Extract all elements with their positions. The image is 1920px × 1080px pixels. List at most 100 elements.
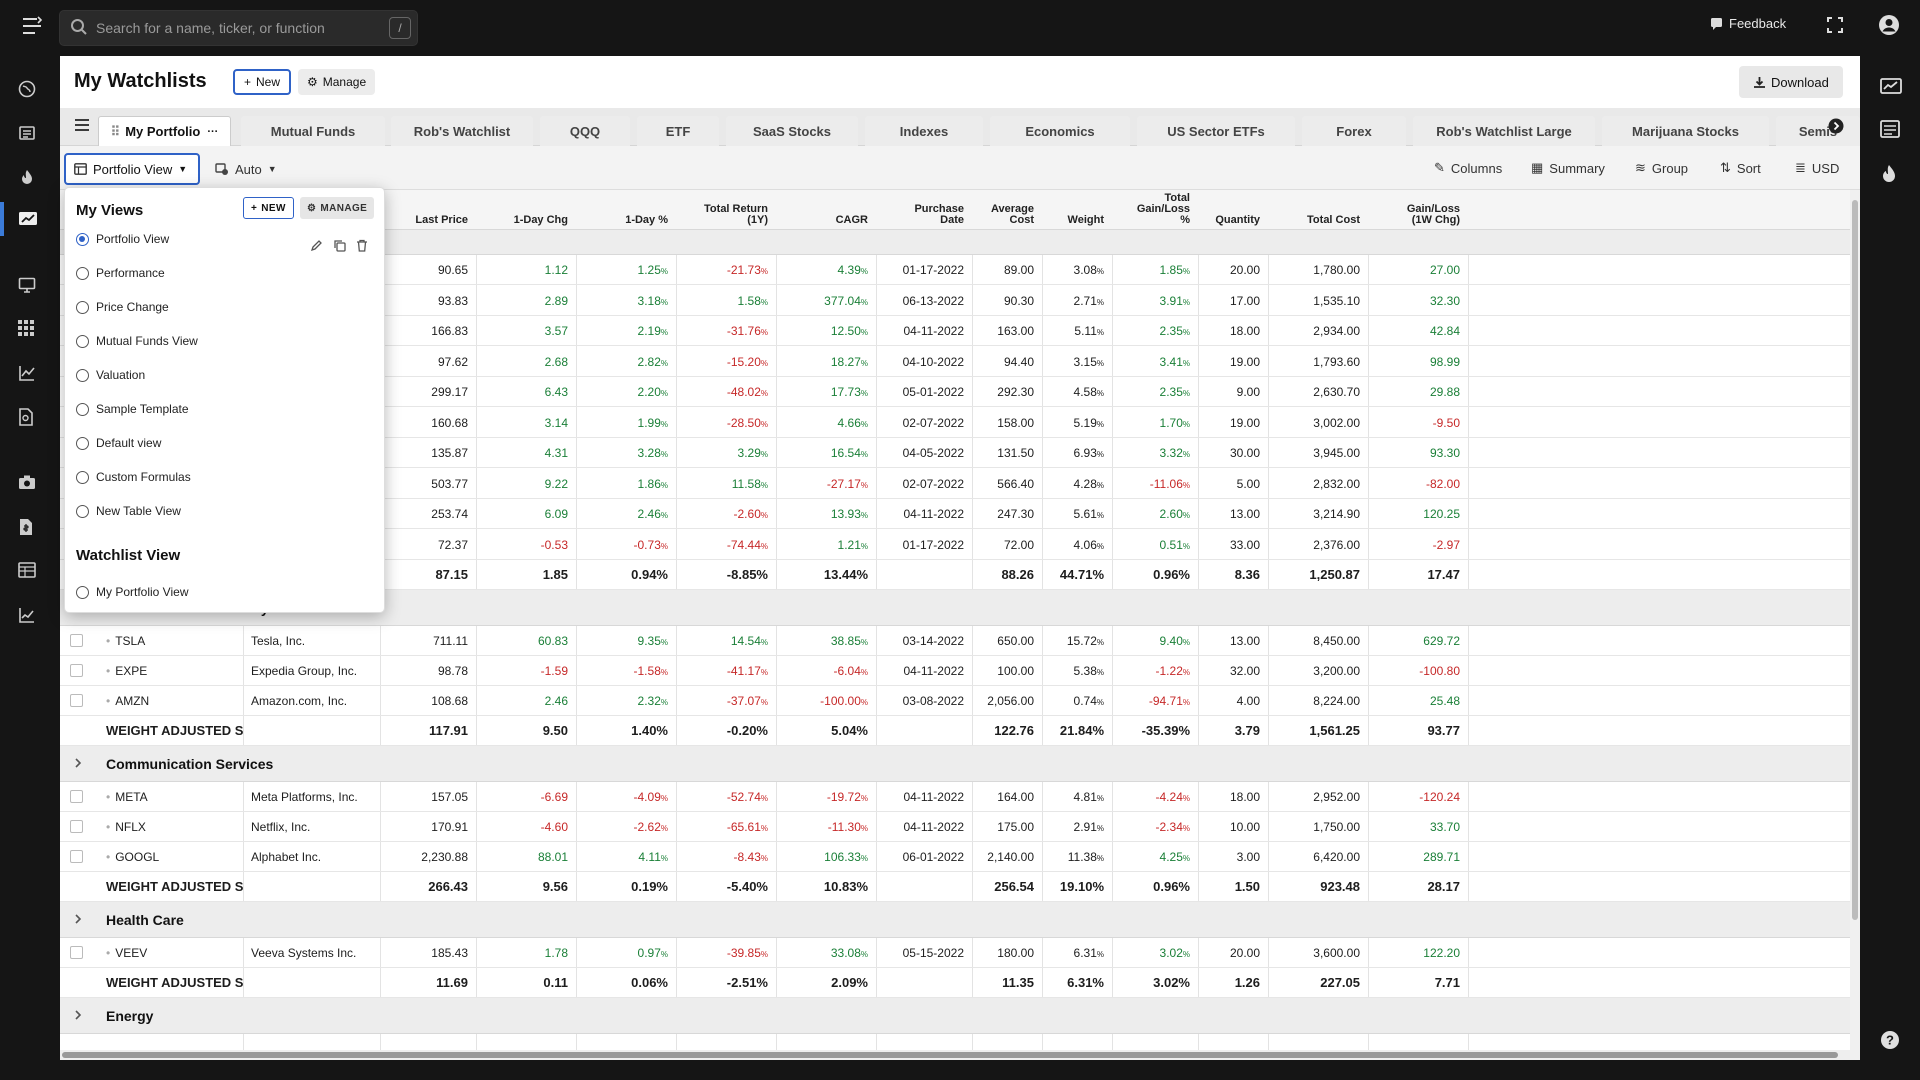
cell[interactable]: 44.71% bbox=[1042, 560, 1112, 590]
table-row[interactable]: META Meta Platforms, Inc. 157.05 -6.69 -4.09… bbox=[60, 782, 1850, 812]
cell[interactable]: 253.74 bbox=[380, 499, 476, 529]
cell[interactable]: 9.56 bbox=[476, 872, 576, 902]
cell[interactable]: 16.54% bbox=[776, 438, 876, 468]
cell[interactable]: -2.97 bbox=[1368, 530, 1468, 560]
cell[interactable]: 02-07-2022 bbox=[876, 408, 972, 438]
ticker-symbol[interactable]: AMZN bbox=[106, 686, 149, 716]
cell[interactable]: 11.69 bbox=[380, 968, 476, 998]
cell[interactable] bbox=[876, 716, 972, 746]
cell[interactable]: 2.35% bbox=[1112, 377, 1198, 407]
cell[interactable]: 3,600.00 bbox=[1268, 938, 1368, 968]
cell[interactable]: 28.17 bbox=[1368, 872, 1468, 902]
cell[interactable]: 32.00 bbox=[1198, 656, 1268, 686]
cell[interactable]: 11.35 bbox=[972, 968, 1042, 998]
cell[interactable]: 11.38% bbox=[1042, 842, 1112, 872]
cell[interactable]: 13.00 bbox=[1198, 626, 1268, 656]
view-option[interactable]: New Table View bbox=[76, 500, 181, 522]
flame-icon[interactable] bbox=[18, 168, 40, 190]
view-option[interactable]: Sample Template bbox=[76, 398, 189, 420]
view-option[interactable]: Mutual Funds View bbox=[76, 330, 198, 352]
cell[interactable]: 42.84 bbox=[1368, 316, 1468, 346]
table-row[interactable]: 299.17 6.43 2.20% -48.02% 17.73% 05-01-2022 29… bbox=[60, 377, 1850, 407]
cell[interactable]: 5.19% bbox=[1042, 408, 1112, 438]
cell[interactable]: -1.59 bbox=[476, 656, 576, 686]
cell[interactable]: 18.00 bbox=[1198, 782, 1268, 812]
cell[interactable]: 10.00 bbox=[1198, 812, 1268, 842]
cell[interactable]: 650.00 bbox=[972, 626, 1042, 656]
cell[interactable]: 8,450.00 bbox=[1268, 626, 1368, 656]
file-dollar-icon[interactable] bbox=[18, 518, 40, 540]
cell[interactable]: 1.70% bbox=[1112, 408, 1198, 438]
tab-economics[interactable]: Economics bbox=[990, 116, 1130, 146]
cell[interactable]: 299.17 bbox=[380, 377, 476, 407]
main-menu-icon[interactable] bbox=[18, 14, 46, 42]
cell[interactable]: 2.19% bbox=[576, 316, 676, 346]
cell[interactable]: 8.36 bbox=[1198, 560, 1268, 590]
cell[interactable]: 30.00 bbox=[1198, 438, 1268, 468]
col-last-price[interactable]: Last Price bbox=[415, 214, 468, 226]
cell[interactable]: 27.00 bbox=[1368, 255, 1468, 285]
cell[interactable]: 3.00 bbox=[1198, 842, 1268, 872]
cell[interactable]: 163.00 bbox=[972, 316, 1042, 346]
cell[interactable]: 0.94% bbox=[576, 560, 676, 590]
tab-marijuana-stocks[interactable]: Marijuana Stocks bbox=[1602, 116, 1769, 146]
view-option[interactable]: Custom Formulas bbox=[76, 466, 191, 488]
cell[interactable]: -74.44% bbox=[676, 530, 776, 560]
cell[interactable]: 170.91 bbox=[380, 812, 476, 842]
cell[interactable]: 122.76 bbox=[972, 716, 1042, 746]
currency-button[interactable]: ≣ USD bbox=[1795, 160, 1839, 176]
cell[interactable]: 10.83% bbox=[776, 872, 876, 902]
horizontal-scroll-thumb[interactable] bbox=[62, 1052, 1838, 1058]
radio-button[interactable] bbox=[76, 504, 89, 518]
cell[interactable]: 72.37 bbox=[380, 530, 476, 560]
horizontal-scrollbar[interactable] bbox=[60, 1050, 1850, 1060]
vertical-scrollbar[interactable] bbox=[1850, 190, 1860, 1060]
cell[interactable]: 2,376.00 bbox=[1268, 530, 1368, 560]
cell[interactable]: 05-01-2022 bbox=[876, 377, 972, 407]
cell[interactable]: 94.40 bbox=[972, 347, 1042, 377]
cell[interactable]: 06-01-2022 bbox=[876, 842, 972, 872]
table-row[interactable]: 160.68 3.14 1.99% -28.50% 4.66% 02-07-2022 158… bbox=[60, 408, 1850, 438]
cell[interactable]: 0.11 bbox=[476, 968, 576, 998]
cell[interactable]: -100.00% bbox=[776, 686, 876, 716]
cell[interactable]: 2,630.70 bbox=[1268, 377, 1368, 407]
cell[interactable]: 0.74% bbox=[1042, 686, 1112, 716]
cell[interactable]: 04-05-2022 bbox=[876, 438, 972, 468]
cell[interactable]: -48.02% bbox=[676, 377, 776, 407]
cell[interactable]: 98.99 bbox=[1368, 347, 1468, 377]
cell[interactable]: 2.35% bbox=[1112, 316, 1198, 346]
cell[interactable]: 13.00 bbox=[1198, 499, 1268, 529]
cell[interactable]: 2.89 bbox=[476, 286, 576, 316]
radio-button[interactable] bbox=[76, 266, 89, 280]
cell[interactable]: 9.40% bbox=[1112, 626, 1198, 656]
col-purchase-date[interactable]: Purchase Date bbox=[876, 204, 972, 226]
cell[interactable]: 711.11 bbox=[380, 626, 476, 656]
cell[interactable]: 2.32% bbox=[576, 686, 676, 716]
radio-button[interactable] bbox=[76, 470, 89, 484]
search-box[interactable]: / bbox=[59, 10, 418, 46]
row-checkbox[interactable] bbox=[70, 694, 83, 707]
cell[interactable]: 9.35% bbox=[576, 626, 676, 656]
group-button[interactable]: ≋ Group bbox=[1635, 160, 1688, 176]
help-icon[interactable]: ? bbox=[1880, 1030, 1902, 1052]
view-option[interactable]: Default view bbox=[76, 432, 161, 454]
cell[interactable] bbox=[876, 968, 972, 998]
cell[interactable]: 3,002.00 bbox=[1268, 408, 1368, 438]
search-input[interactable] bbox=[96, 11, 376, 45]
col-total-gain-loss[interactable]: Total Gain/Loss% bbox=[1112, 193, 1198, 226]
cell[interactable]: 01-17-2022 bbox=[876, 255, 972, 285]
cell[interactable]: 160.68 bbox=[380, 408, 476, 438]
row-checkbox[interactable] bbox=[70, 634, 83, 647]
cell[interactable]: 3.15% bbox=[1042, 347, 1112, 377]
cell[interactable]: 2,934.00 bbox=[1268, 316, 1368, 346]
cell[interactable]: -2.60% bbox=[676, 499, 776, 529]
cell[interactable]: -6.04% bbox=[776, 656, 876, 686]
cell[interactable]: 1,250.87 bbox=[1268, 560, 1368, 590]
cell[interactable]: 03-14-2022 bbox=[876, 626, 972, 656]
cell[interactable]: 3.29% bbox=[676, 438, 776, 468]
col-quantity[interactable]: Quantity bbox=[1215, 214, 1260, 226]
cell[interactable]: 5.38% bbox=[1042, 656, 1112, 686]
cell[interactable]: 6.93% bbox=[1042, 438, 1112, 468]
cell[interactable]: -4.24% bbox=[1112, 782, 1198, 812]
cell[interactable]: 2.46% bbox=[576, 499, 676, 529]
